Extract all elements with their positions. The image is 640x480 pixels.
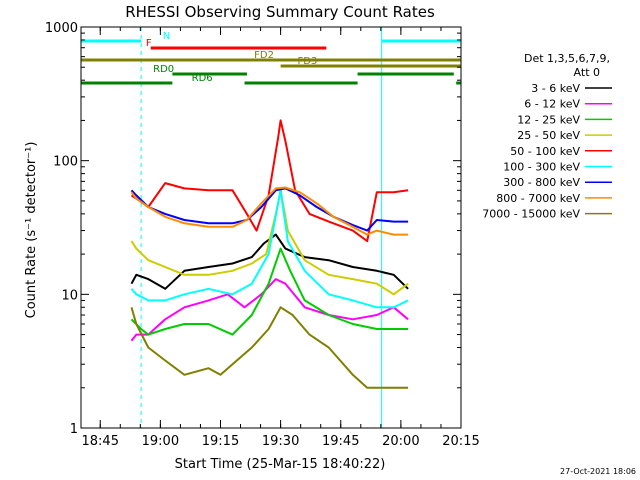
legend-label-6: 300 - 800 keV: [503, 176, 580, 189]
legend-label-7: 800 - 7000 keV: [496, 192, 580, 205]
chart-title: RHESSI Observing Summary Count Rates: [125, 3, 435, 21]
flag-label-f: F: [146, 38, 152, 49]
flag-label-n: N: [163, 31, 170, 42]
axes: 1 10 100 1000 18:45 19:00 19:15 19:30 19:45 20:00…: [45, 21, 480, 449]
x-tick-label: 18:45: [82, 434, 119, 449]
plot-frame: [80, 26, 462, 429]
legend-label-5: 100 - 300 keV: [503, 161, 580, 174]
legend-label-0: 3 - 6 keV: [531, 82, 580, 95]
series-line-4: [130, 119, 409, 243]
x-tick-label: 19:00: [142, 434, 179, 449]
y-axis-label: Count Rate (s⁻¹ detector⁻¹): [24, 142, 39, 319]
x-tick-label: 20:00: [382, 434, 419, 449]
legend-header-line2: Att 0: [574, 66, 600, 79]
series-line-2: [130, 247, 409, 336]
series-line-7: [130, 186, 409, 236]
legend-label-3: 25 - 50 keV: [517, 129, 580, 142]
y-tick-label: 10: [61, 288, 78, 303]
series-line-8: [130, 306, 409, 389]
timestamp: 27-Oct-2021 18:06: [560, 467, 636, 476]
flag-label-fd2: FD2: [254, 50, 274, 61]
y-tick-label: 1: [70, 422, 78, 437]
legend-header-line1: Det 1,3,5,6,7,9,: [524, 52, 610, 65]
x-axis-label: Start Time (25-Mar-15 18:40:22): [175, 457, 386, 472]
flag-label-rd0: RD0: [153, 64, 174, 75]
series-line-6: [130, 187, 409, 232]
legend-label-8: 7000 - 15000 keV: [482, 208, 580, 221]
series-line-3: [130, 189, 409, 296]
series-line-5: [130, 189, 409, 309]
legend-label-4: 50 - 100 keV: [510, 145, 580, 158]
legend-label-1: 6 - 12 keV: [524, 98, 580, 111]
plot-area: NF FD2 FD3 RD0 RD6: [80, 27, 462, 428]
x-tick-label: 20:15: [442, 434, 479, 449]
x-tick-label: 19:30: [262, 434, 299, 449]
series-line-1: [130, 278, 409, 342]
flag-label-rd6: RD6: [192, 73, 213, 84]
legend-label-2: 12 - 25 keV: [517, 113, 580, 126]
x-tick-label: 19:45: [322, 434, 359, 449]
y-tick-label: 100: [53, 155, 78, 170]
flag-label-fd3: FD3: [297, 56, 317, 67]
y-tick-label: 1000: [45, 21, 78, 36]
legend: 3 - 6 keV 6 - 12 keV 12 - 25 keV 25 - 50 ke…: [482, 82, 612, 221]
series-line-0: [130, 233, 409, 290]
x-tick-label: 19:15: [202, 434, 239, 449]
